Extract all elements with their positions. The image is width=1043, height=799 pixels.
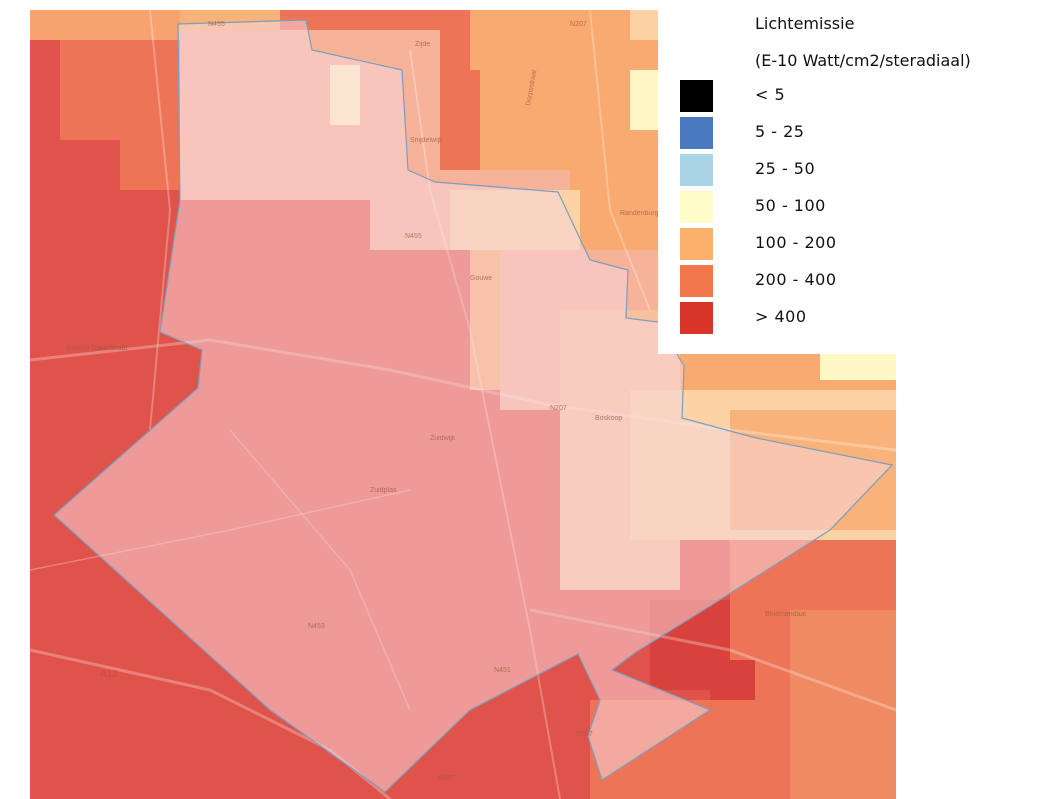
road-label: N455 bbox=[405, 233, 422, 240]
road-label: N207 bbox=[570, 21, 587, 28]
legend-row: 5 - 25 bbox=[680, 117, 1020, 149]
road-label: N457 bbox=[438, 775, 455, 782]
legend-swatch bbox=[680, 154, 713, 186]
legend-title: Lichtemissie bbox=[755, 14, 855, 33]
legend-label: 5 - 25 bbox=[755, 122, 805, 141]
road-label: Gouwe bbox=[470, 275, 492, 282]
road-label: N207 bbox=[550, 405, 567, 412]
legend-label: > 400 bbox=[755, 307, 807, 326]
municipality-boundary bbox=[53, 19, 894, 793]
road-label: N453 bbox=[308, 623, 325, 630]
legend-row: 50 - 100 bbox=[680, 191, 1020, 223]
road-label: Bloemendaal bbox=[765, 611, 806, 618]
road-label: N455 bbox=[208, 21, 225, 28]
road-label: N451 bbox=[494, 667, 511, 674]
road-label: Zuidplas bbox=[370, 487, 397, 494]
legend-unit: (E-10 Watt/cm2/steradiaal) bbox=[755, 51, 971, 70]
legend-swatch bbox=[680, 302, 713, 334]
map-legend: Lichtemissie (E-10 Watt/cm2/steradiaal) … bbox=[658, 0, 1043, 354]
road-label: Randenburg bbox=[620, 210, 659, 217]
road-label: Groene Dukerstraat bbox=[66, 345, 128, 352]
road-label: Boskoop bbox=[595, 415, 622, 422]
road-label: Zuidwijk bbox=[430, 435, 456, 442]
legend-label: 50 - 100 bbox=[755, 196, 826, 215]
legend-label: 100 - 200 bbox=[755, 233, 837, 252]
road-label: N207 bbox=[576, 731, 593, 738]
legend-swatch bbox=[680, 265, 713, 297]
road-label: A12 bbox=[100, 669, 118, 680]
legend-row: 200 - 400 bbox=[680, 265, 1020, 297]
legend-row: 100 - 200 bbox=[680, 228, 1020, 260]
legend-label: 25 - 50 bbox=[755, 159, 816, 178]
legend-label: < 5 bbox=[755, 85, 786, 104]
legend-row: < 5 bbox=[680, 80, 1020, 112]
legend-swatch bbox=[680, 117, 713, 149]
legend-row: 25 - 50 bbox=[680, 154, 1020, 186]
legend-swatch bbox=[680, 228, 713, 260]
road-label: Snijdelwijk bbox=[410, 137, 443, 144]
legend-row: > 400 bbox=[680, 302, 1020, 334]
legend-swatch bbox=[680, 80, 713, 112]
road-label: Zijde bbox=[415, 41, 430, 48]
legend-label: 200 - 400 bbox=[755, 270, 837, 289]
legend-swatch bbox=[680, 191, 713, 223]
